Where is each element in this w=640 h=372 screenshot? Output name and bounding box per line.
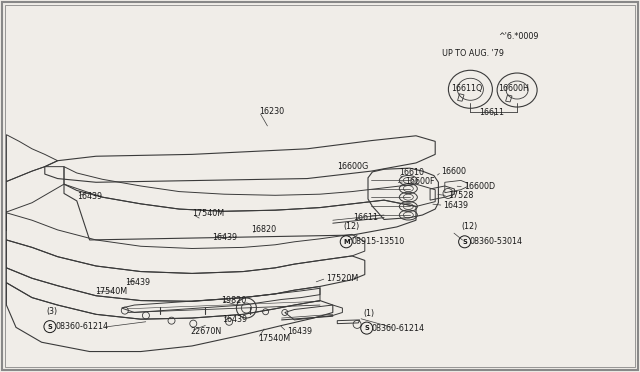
Text: 17540M: 17540M <box>95 287 127 296</box>
Text: UP TO AUG. '79: UP TO AUG. '79 <box>442 49 504 58</box>
Text: 16439: 16439 <box>222 315 247 324</box>
Text: (12): (12) <box>461 222 477 231</box>
Text: 16439: 16439 <box>287 327 312 336</box>
Text: 16611: 16611 <box>479 108 504 117</box>
Text: 08915-13510: 08915-13510 <box>351 237 404 246</box>
Text: 22670N: 22670N <box>191 327 222 336</box>
Text: 08360-61214: 08360-61214 <box>372 324 425 333</box>
Text: (3): (3) <box>47 307 58 316</box>
Text: S: S <box>364 325 369 331</box>
Text: ^'6.*0009: ^'6.*0009 <box>498 32 538 41</box>
Text: S: S <box>47 324 52 330</box>
Text: (1): (1) <box>364 309 374 318</box>
Text: 08360-61214: 08360-61214 <box>55 322 108 331</box>
Text: 16600G: 16600G <box>337 162 369 171</box>
Text: (12): (12) <box>343 222 359 231</box>
Text: 16439: 16439 <box>125 278 150 287</box>
Text: 16230: 16230 <box>259 107 284 116</box>
Text: 17528: 17528 <box>448 191 474 200</box>
Text: 16439: 16439 <box>212 233 237 242</box>
Text: 17540M: 17540M <box>258 334 290 343</box>
Text: 16439: 16439 <box>444 201 468 210</box>
Text: 16820: 16820 <box>252 225 276 234</box>
Text: 19820: 19820 <box>221 296 246 305</box>
Text: 08360-53014: 08360-53014 <box>470 237 523 246</box>
Text: 17540M: 17540M <box>192 209 224 218</box>
Text: M: M <box>343 239 349 245</box>
Text: 16600H: 16600H <box>498 84 529 93</box>
Text: 16611: 16611 <box>353 213 378 222</box>
Text: 16600F: 16600F <box>405 177 435 186</box>
Text: 16611Q: 16611Q <box>451 84 483 93</box>
Text: 17520M: 17520M <box>326 274 358 283</box>
Text: S: S <box>462 239 467 245</box>
Text: 16600D: 16600D <box>464 182 495 191</box>
Text: 16600: 16600 <box>442 167 467 176</box>
Text: 16439: 16439 <box>77 192 102 201</box>
Text: 16610: 16610 <box>399 169 424 177</box>
